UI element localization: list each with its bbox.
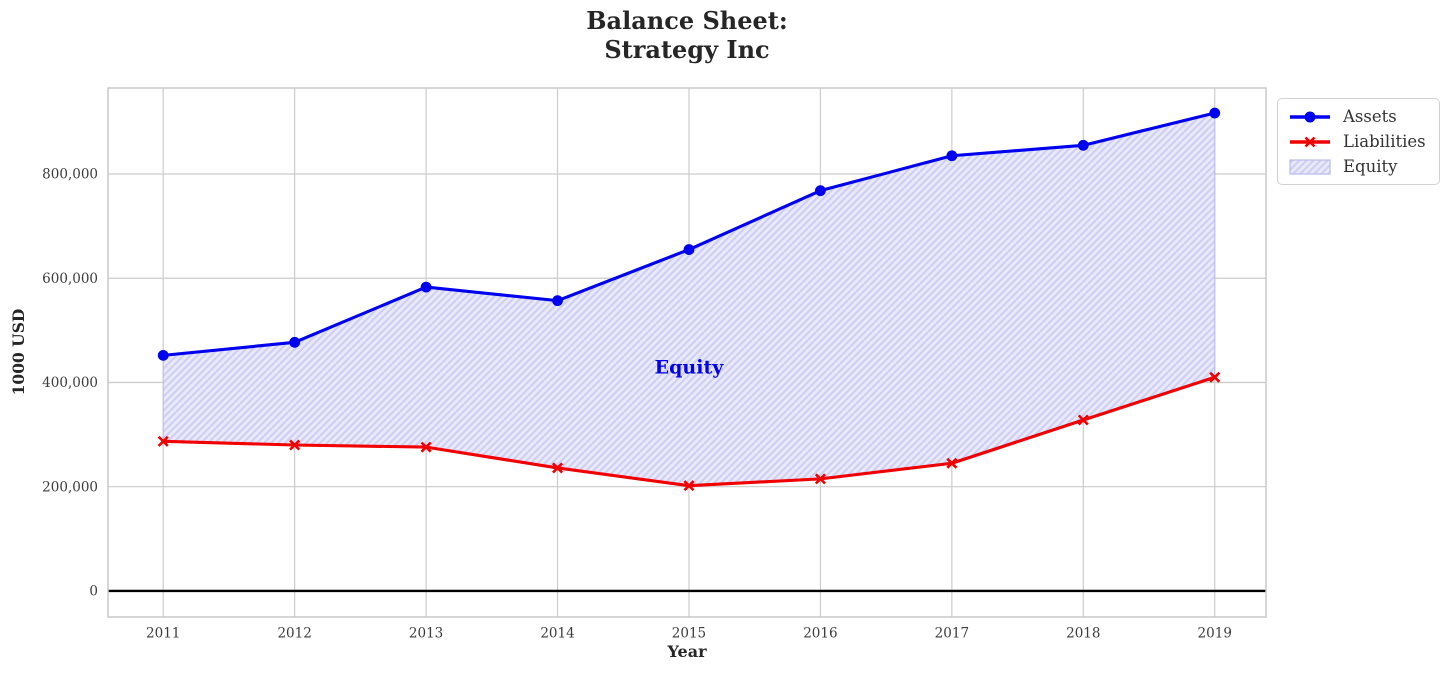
legend-item-equity: Equity [1288,157,1426,176]
y-tick-label: 0 [89,584,98,600]
x-tick-label: 2018 [1066,626,1100,642]
legend-item-liabilities: Liabilities [1288,132,1426,151]
legend-label-liabilities: Liabilities [1343,132,1426,151]
x-tick-label: 2016 [803,626,837,642]
y-tick-label: 600,000 [42,271,98,287]
x-tick-label: 2015 [672,626,706,642]
liabilities-marker [157,435,169,447]
x-tick-label: 2012 [277,626,311,642]
liabilities-marker [814,473,826,485]
assets-marker [815,185,826,197]
assets-marker [1077,139,1089,151]
assets-marker [946,150,958,162]
liabilities-marker [552,462,564,474]
equity-annotation: Equity [655,356,725,378]
liabilities-marker [683,480,695,492]
chart-title-line1: Balance Sheet: [586,6,788,35]
assets-marker [289,336,301,348]
assets-marker [157,349,169,361]
x-tick-label: 2011 [146,626,180,642]
equity-patch-sample-icon [1289,158,1331,175]
liabilities-marker [1077,414,1089,426]
y-tick-label: 800,000 [42,167,98,183]
plot-border [107,87,1267,618]
x-tick-label: 2019 [1198,626,1232,642]
x-tick-label: 2014 [540,626,574,642]
assets-marker [420,281,432,293]
assets-marker [683,244,695,255]
chart-title: Balance Sheet: Strategy Inc [0,6,1374,64]
liabilities-marker [420,441,432,453]
legend: Assets Liabilities Equity [1277,98,1440,185]
x-axis-label: Year [667,642,707,661]
liabilities-marker [946,457,958,469]
y-axis-label: 1000 USD [9,308,28,396]
y-tick-label: 200,000 [42,479,98,495]
liabilities-marker [1209,371,1221,383]
assets-line-sample-icon [1290,111,1330,122]
legend-label-equity: Equity [1343,157,1398,176]
x-tick-label: 2017 [935,626,969,642]
legend-item-assets: Assets [1288,107,1426,126]
liabilities-marker [289,439,301,451]
chart-title-line2: Strategy Inc [604,35,770,64]
x-tick-label: 2013 [409,626,443,642]
liabilities-line-sample-icon [1290,136,1330,147]
assets-marker [1209,107,1221,119]
legend-label-assets: Assets [1343,107,1397,126]
assets-marker [552,295,563,307]
y-tick-label: 400,000 [42,375,98,391]
